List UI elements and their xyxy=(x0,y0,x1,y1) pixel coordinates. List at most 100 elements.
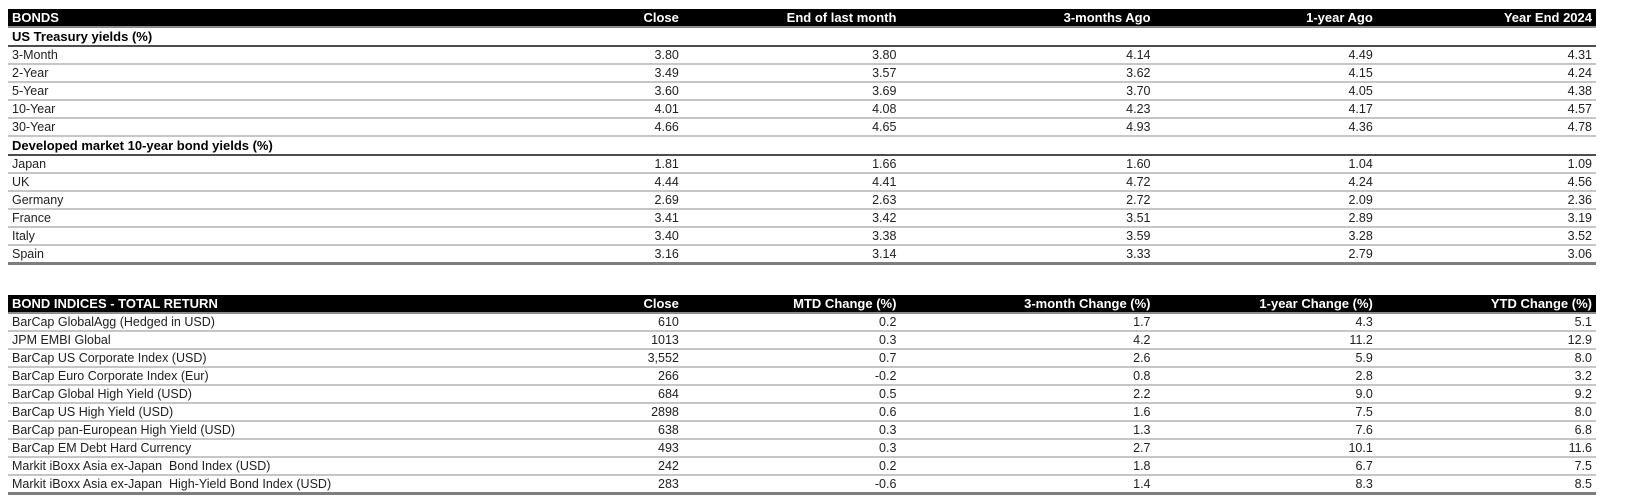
cell-value: 4.31 xyxy=(1376,46,1596,65)
section-header-row: Developed market 10-year bond yields (%) xyxy=(8,136,1596,156)
table-row: JPM EMBI Global 1013 0.3 4.2 11.2 12.9 xyxy=(8,331,1596,350)
cell-value: 2.79 xyxy=(1154,245,1377,265)
row-label: 5-Year xyxy=(8,82,620,101)
cell-value: 1.3 xyxy=(900,421,1155,440)
cell-value: 4.41 xyxy=(682,173,901,192)
cell-value: 3.52 xyxy=(1376,227,1596,246)
cell-value: 3.42 xyxy=(682,209,901,228)
cell-value: 2.36 xyxy=(1376,191,1596,210)
cell-value: 1.4 xyxy=(900,475,1155,495)
cell-value: 2.63 xyxy=(682,191,901,210)
cell-value: 9.2 xyxy=(1376,385,1596,404)
cell-value: 1.7 xyxy=(900,313,1155,332)
cell-value: 2.69 xyxy=(619,191,683,210)
table-row: Japan 1.81 1.66 1.60 1.04 1.09 xyxy=(8,155,1596,174)
cell-value: 7.6 xyxy=(1154,421,1377,440)
cell-value: 4.38 xyxy=(1376,82,1596,101)
cell-value: 0.3 xyxy=(682,421,901,440)
column-header-1-year-change: 1-year Change (%) xyxy=(1154,295,1377,314)
cell-value: 0.5 xyxy=(682,385,901,404)
cell-value: 1.6 xyxy=(900,403,1155,422)
row-label: Markit iBoxx Asia ex-Japan High-Yield Bo… xyxy=(8,475,620,495)
cell-value: 3.41 xyxy=(619,209,683,228)
cell-value: 6.8 xyxy=(1376,421,1596,440)
table-row: BarCap EM Debt Hard Currency 493 0.3 2.7 10.… xyxy=(8,439,1596,458)
table-row: Spain 3.16 3.14 3.33 2.79 3.06 xyxy=(8,245,1596,265)
cell-value: 3.69 xyxy=(682,82,901,101)
table-row: BarCap US High Yield (USD) 2898 0.6 1.6 7.5 8… xyxy=(8,403,1596,422)
cell-value: 4.2 xyxy=(900,331,1155,350)
row-label: BarCap EM Debt Hard Currency xyxy=(8,439,620,458)
row-label: BarCap US Corporate Index (USD) xyxy=(8,349,620,368)
bonds-table: BONDS Close End of last month 3-months A… xyxy=(8,9,1596,265)
cell-value: -0.2 xyxy=(682,367,901,386)
row-label: UK xyxy=(8,173,620,192)
cell-value: 11.2 xyxy=(1154,331,1377,350)
cell-value: 638 xyxy=(619,421,683,440)
row-label: BarCap Euro Corporate Index (Eur) xyxy=(8,367,620,386)
cell-value: 4.15 xyxy=(1154,64,1377,83)
cell-value: 3.57 xyxy=(682,64,901,83)
section-label: Developed market 10-year bond yields (%) xyxy=(8,136,1596,156)
section-header-row: US Treasury yields (%) xyxy=(8,27,1596,47)
bond-report-sheet: BONDS Close End of last month 3-months A… xyxy=(8,9,1596,495)
row-label: 3-Month xyxy=(8,46,620,65)
cell-value: 4.05 xyxy=(1154,82,1377,101)
cell-value: 9.0 xyxy=(1154,385,1377,404)
table-row: BarCap pan-European High Yield (USD) 638 0… xyxy=(8,421,1596,440)
row-label: Markit iBoxx Asia ex-Japan Bond Index (U… xyxy=(8,457,620,476)
cell-value: 3.40 xyxy=(619,227,683,246)
bond-indices-header-row: BOND INDICES - TOTAL RETURN Close MTD Ch… xyxy=(8,295,1596,314)
table-row: Italy 3.40 3.38 3.59 3.28 3.52 xyxy=(8,227,1596,246)
table-row: 5-Year 3.60 3.69 3.70 4.05 4.38 xyxy=(8,82,1596,101)
cell-value: 3.59 xyxy=(900,227,1155,246)
cell-value: 0.7 xyxy=(682,349,901,368)
column-header-1-year-ago: 1-year Ago xyxy=(1154,9,1377,28)
cell-value: 3.16 xyxy=(619,245,683,265)
cell-value: 3.60 xyxy=(619,82,683,101)
cell-value: 2898 xyxy=(619,403,683,422)
cell-value: 493 xyxy=(619,439,683,458)
cell-value: 3.51 xyxy=(900,209,1155,228)
cell-value: 4.36 xyxy=(1154,118,1377,137)
cell-value: 4.56 xyxy=(1376,173,1596,192)
section-label: US Treasury yields (%) xyxy=(8,27,1596,47)
cell-value: 6.7 xyxy=(1154,457,1377,476)
cell-value: 10.1 xyxy=(1154,439,1377,458)
cell-value: 7.5 xyxy=(1154,403,1377,422)
cell-value: 4.57 xyxy=(1376,100,1596,119)
cell-value: 4.65 xyxy=(682,118,901,137)
table-row: BarCap US Corporate Index (USD) 3,552 0.7 2… xyxy=(8,349,1596,368)
column-header-3-months-ago: 3-months Ago xyxy=(900,9,1155,28)
row-label: BarCap pan-European High Yield (USD) xyxy=(8,421,620,440)
cell-value: 3.80 xyxy=(682,46,901,65)
cell-value: 8.5 xyxy=(1376,475,1596,495)
column-header-year-end-2024: Year End 2024 xyxy=(1376,9,1596,28)
bonds-header-row: BONDS Close End of last month 3-months A… xyxy=(8,9,1596,28)
column-header-close: Close xyxy=(619,9,683,28)
cell-value: 610 xyxy=(619,313,683,332)
cell-value: 1.66 xyxy=(682,155,901,174)
cell-value: 4.72 xyxy=(900,173,1155,192)
cell-value: 0.3 xyxy=(682,331,901,350)
row-label: 30-Year xyxy=(8,118,620,137)
cell-value: 2.7 xyxy=(900,439,1155,458)
cell-value: 3.70 xyxy=(900,82,1155,101)
cell-value: 4.93 xyxy=(900,118,1155,137)
cell-value: 1.09 xyxy=(1376,155,1596,174)
row-label: France xyxy=(8,209,620,228)
cell-value: 5.1 xyxy=(1376,313,1596,332)
cell-value: 1.8 xyxy=(900,457,1155,476)
cell-value: 4.3 xyxy=(1154,313,1377,332)
cell-value: 0.2 xyxy=(682,313,901,332)
cell-value: 4.01 xyxy=(619,100,683,119)
cell-value: 12.9 xyxy=(1376,331,1596,350)
cell-value: 242 xyxy=(619,457,683,476)
row-label: Italy xyxy=(8,227,620,246)
cell-value: 7.5 xyxy=(1376,457,1596,476)
cell-value: 0.8 xyxy=(900,367,1155,386)
row-label: Japan xyxy=(8,155,620,174)
cell-value: 3.38 xyxy=(682,227,901,246)
cell-value: 1.81 xyxy=(619,155,683,174)
row-label: Spain xyxy=(8,245,620,265)
